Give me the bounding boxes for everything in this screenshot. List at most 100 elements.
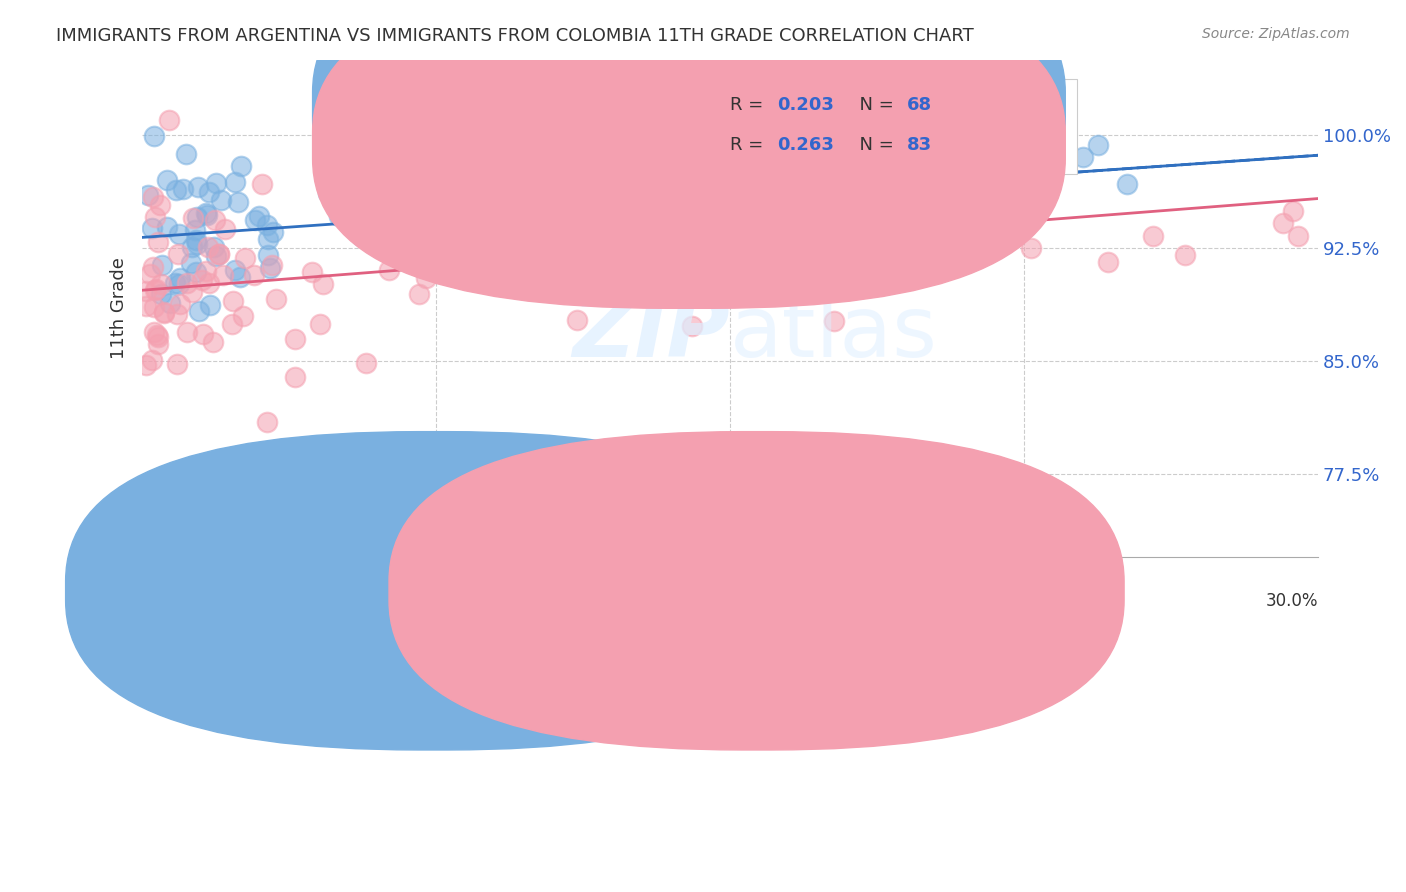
Immigrants from Colombia [193,327,215,342]
Immigrants from Argentina [149,287,172,301]
Immigrants from Colombia [284,332,307,346]
Text: 30.0%: 30.0% [1265,591,1319,610]
Immigrants from Colombia [408,287,430,301]
Immigrants from Colombia [626,273,648,287]
Immigrants from Argentina [1087,137,1109,152]
Immigrants from Argentina [546,262,568,277]
Immigrants from Colombia [284,369,307,384]
Immigrants from Argentina [787,208,810,222]
Immigrants from Argentina [205,176,228,190]
Text: 0.203: 0.203 [778,96,834,114]
Immigrants from Argentina [187,304,209,318]
Immigrants from Argentina [165,182,187,196]
Immigrants from Argentina [413,186,436,201]
Text: atlas: atlas [730,292,938,375]
FancyBboxPatch shape [66,432,800,750]
Text: N =: N = [848,96,900,114]
Immigrants from Argentina [186,265,208,279]
Immigrants from Argentina [600,211,623,226]
Immigrants from Colombia [167,247,190,261]
Immigrants from Argentina [941,253,963,268]
Immigrants from Colombia [153,305,176,319]
Immigrants from Colombia [143,284,166,298]
Immigrants from Argentina [818,175,841,189]
Immigrants from Argentina [402,192,425,206]
Immigrants from Argentina [184,234,207,248]
Immigrants from Argentina [547,223,569,237]
Text: 0.0%: 0.0% [142,591,184,610]
Immigrants from Colombia [565,313,588,327]
Immigrants from Argentina [890,120,912,134]
Immigrants from Argentina [350,228,373,243]
Immigrants from Colombia [169,296,191,310]
Text: 83: 83 [907,136,932,154]
Immigrants from Colombia [148,330,170,344]
Immigrants from Colombia [242,268,264,282]
Text: 68: 68 [907,96,932,114]
Immigrants from Colombia [143,211,166,225]
Immigrants from Argentina [172,181,194,195]
Immigrants from Colombia [176,325,198,339]
Immigrants from Argentina [167,277,190,291]
Immigrants from Colombia [153,306,176,320]
Immigrants from Colombia [145,282,167,296]
Immigrants from Colombia [301,265,323,279]
Immigrants from Argentina [703,119,725,133]
Immigrants from Colombia [221,317,243,331]
Immigrants from Colombia [250,177,273,191]
Immigrants from Argentina [186,237,208,252]
Immigrants from Colombia [256,415,278,429]
Immigrants from Colombia [183,211,205,225]
Immigrants from Colombia [337,169,360,183]
Immigrants from Argentina [870,144,893,158]
Immigrants from Colombia [676,140,699,154]
Immigrants from Argentina [257,232,280,246]
Immigrants from Argentina [229,269,252,284]
Immigrants from Argentina [183,223,205,237]
Immigrants from Argentina [931,173,953,187]
Immigrants from Colombia [1019,240,1042,254]
Immigrants from Argentina [436,236,458,251]
Immigrants from Colombia [807,181,830,195]
Immigrants from Argentina [197,185,219,199]
Immigrants from Colombia [1014,206,1036,220]
Immigrants from Colombia [681,318,703,333]
Immigrants from Colombia [1286,229,1309,244]
Immigrants from Colombia [912,125,935,139]
Immigrants from Colombia [308,318,330,332]
Immigrants from Argentina [209,193,232,207]
Immigrants from Colombia [260,258,283,272]
Immigrants from Argentina [224,263,246,277]
Immigrants from Argentina [517,249,540,263]
Immigrants from Colombia [233,251,256,265]
Immigrants from Argentina [1116,177,1139,191]
Text: ZIP: ZIP [572,292,730,375]
Immigrants from Colombia [212,268,235,282]
Immigrants from Argentina [165,276,187,290]
Immigrants from Colombia [1174,248,1197,262]
Immigrants from Colombia [232,309,254,323]
Immigrants from Colombia [191,273,214,287]
Immigrants from Colombia [823,314,845,328]
Immigrants from Argentina [150,258,173,272]
Immigrants from Argentina [169,227,191,241]
Immigrants from Colombia [208,246,231,260]
Immigrants from Argentina [1071,150,1094,164]
Immigrants from Argentina [143,129,166,144]
Immigrants from Colombia [204,212,226,227]
Immigrants from Colombia [135,300,157,314]
Immigrants from Colombia [312,277,335,292]
FancyBboxPatch shape [643,79,1077,174]
Immigrants from Colombia [146,336,169,351]
Immigrants from Colombia [176,277,198,291]
FancyBboxPatch shape [312,0,1066,309]
Immigrants from Colombia [149,198,172,212]
Immigrants from Argentina [159,296,181,310]
Immigrants from Colombia [815,206,838,220]
Immigrants from Colombia [994,172,1017,186]
Immigrants from Colombia [208,247,231,261]
Immigrants from Colombia [214,222,236,236]
Text: N =: N = [848,136,900,154]
Immigrants from Colombia [135,284,157,298]
Immigrants from Argentina [1015,154,1038,169]
